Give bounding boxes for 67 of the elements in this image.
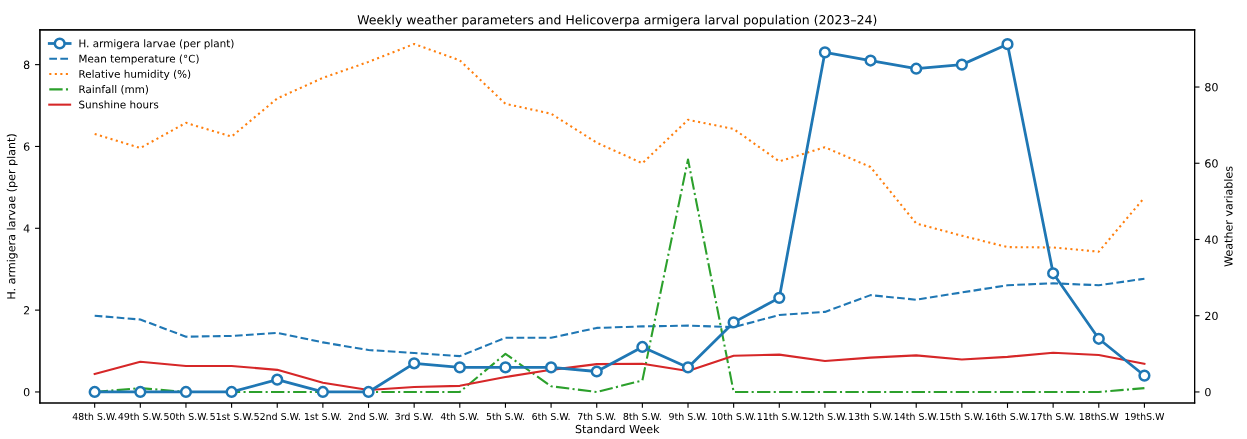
y2-tick-label: 40 <box>1204 235 1218 244</box>
x-tick-label: 12th S.W. <box>803 412 847 421</box>
point <box>316 385 329 399</box>
point <box>453 361 466 374</box>
x-tick-label: 3rd S.W. <box>395 412 433 421</box>
x-tick-label: 17th S.W. <box>1031 412 1075 421</box>
x-tick-label: 11th S.W. <box>757 412 801 421</box>
x-axis-title: Standard Week <box>575 424 660 434</box>
x-tick-label: 50th S.W. <box>164 412 208 421</box>
x-tick-label: 5th S.W. <box>486 412 524 421</box>
point <box>910 62 923 75</box>
y2-tick-label: 20 <box>1205 311 1218 321</box>
x-tick-label: 13th S.W. <box>849 412 893 421</box>
chart-title: Weekly weather parameters and Helicoverpa armigera larval population (2023–24) <box>357 14 877 27</box>
point <box>727 316 740 329</box>
point <box>179 385 193 399</box>
legend-label: Mean temperature (°C) <box>79 54 199 65</box>
point <box>499 361 512 374</box>
x-tick-label: 16th S.W. <box>986 412 1029 421</box>
y-tick-label: 6 <box>23 142 30 151</box>
x-tick-label: 8th S.W. <box>623 412 661 421</box>
legend-label: H. armigera larvae (per plant) <box>79 39 234 50</box>
point <box>88 385 101 399</box>
point <box>134 385 147 399</box>
point <box>773 291 786 304</box>
legend-label: Sunshine hours <box>79 100 159 109</box>
point <box>681 361 695 374</box>
y-tick-label: 0 <box>23 387 30 397</box>
y-tick-label: 8 <box>23 60 30 70</box>
point <box>408 357 421 370</box>
x-tick-label: 10th S.W. <box>712 412 756 421</box>
point <box>864 54 877 67</box>
x-tick-label: 4th S.W. <box>440 412 479 421</box>
point <box>1001 38 1014 51</box>
point <box>636 340 649 354</box>
x-tick-label: 51st S.W. <box>210 412 253 421</box>
point <box>362 385 375 399</box>
y-tick-label: 4 <box>23 224 30 233</box>
y2-axis-title: Weather variables <box>1224 166 1233 267</box>
y-axis-title: H. armigera larvae (per plant) <box>6 134 18 299</box>
x-tick-label: 6th S.W. <box>532 412 570 421</box>
x-tick-label: 18thS.W <box>1079 412 1119 421</box>
point <box>1047 267 1060 280</box>
x-tick-label: 52nd S.W. <box>254 412 300 421</box>
point <box>544 361 558 374</box>
point <box>1138 369 1151 382</box>
x-tick-label: 14th S.W. <box>894 412 938 421</box>
x-tick-label: 9th S.W. <box>669 412 707 421</box>
point <box>271 373 284 386</box>
x-tick-label: 48th S.W. <box>72 412 117 421</box>
y2-tick-label: 60 <box>1205 159 1218 168</box>
x-tick-label: 49th S.W. <box>118 412 162 421</box>
legend-label: Rainfall (mm) <box>79 85 149 95</box>
point <box>1092 332 1105 345</box>
point <box>818 46 832 59</box>
y2-tick-label: 0 <box>1205 387 1211 397</box>
x-tick-label: 15th S.W. <box>940 412 984 421</box>
point <box>955 58 968 71</box>
legend-label: Relative humidity (%) <box>79 69 191 80</box>
x-tick-label: 1st S.W. <box>304 412 341 421</box>
y-tick-label: 2 <box>23 306 30 315</box>
y2-tick-label: 80 <box>1205 83 1218 92</box>
x-tick-label: 19thS.W <box>1125 412 1165 421</box>
point <box>590 365 603 378</box>
x-tick-label: 7th S.W. <box>578 412 616 421</box>
x-tick-label: 2nd S.W. <box>348 412 389 421</box>
point <box>225 385 238 399</box>
